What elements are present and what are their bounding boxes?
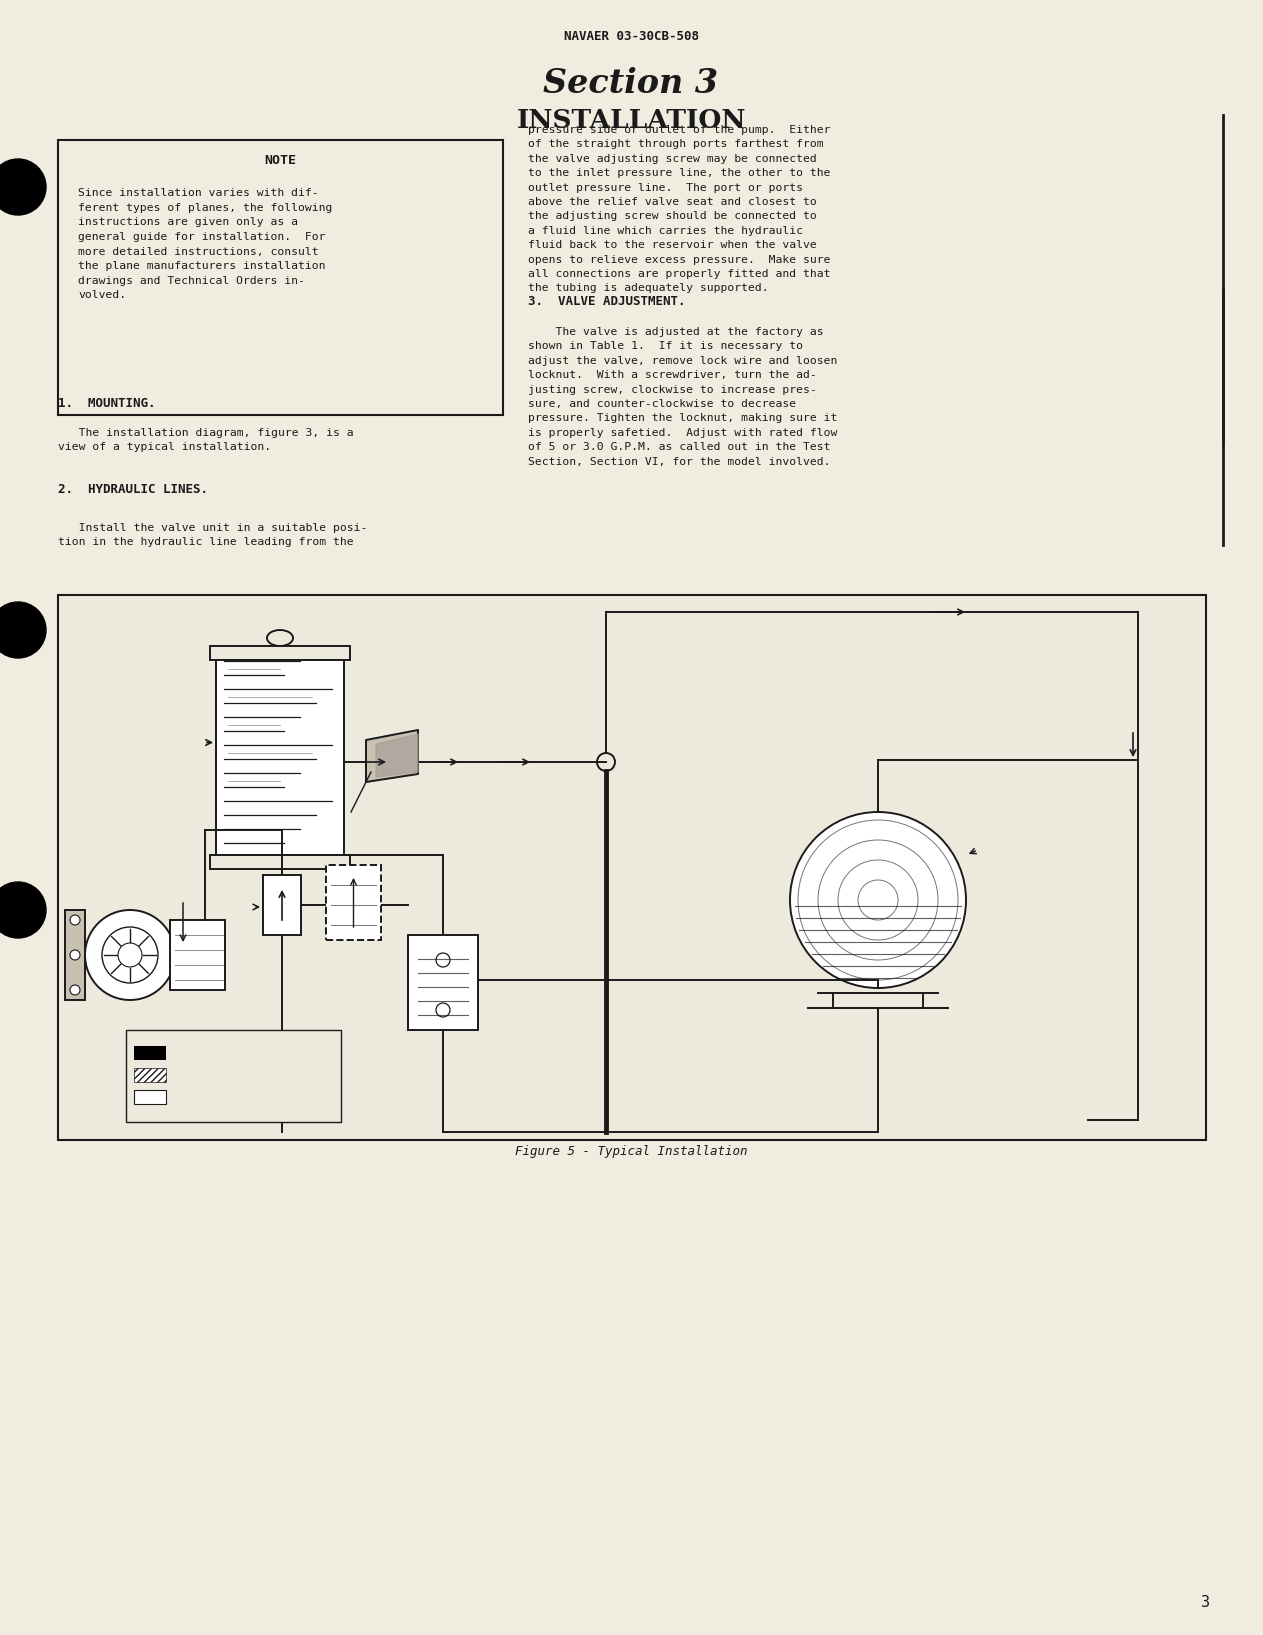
Text: ACCUMULATOR: ACCUMULATOR (981, 839, 1060, 852)
Text: Section 3: Section 3 (543, 67, 719, 100)
Bar (58, 141, 503, 415)
Circle shape (0, 881, 45, 938)
Text: High Pressure: High Pressure (172, 1046, 260, 1056)
Text: Pump Suction: Pump Suction (172, 1069, 253, 1079)
Ellipse shape (789, 813, 966, 988)
Bar (210, 855, 350, 868)
Bar (134, 1068, 165, 1082)
Text: UNLOADING
VALVE: UNLOADING VALVE (322, 821, 385, 850)
Text: INSTALLATION: INSTALLATION (517, 108, 745, 132)
Text: Return Line: Return Line (172, 1091, 246, 1100)
Text: RESERVOIR: RESERVOIR (116, 736, 181, 749)
Bar (326, 865, 381, 940)
Circle shape (0, 159, 45, 214)
Text: NAVAER 03-30CB-508: NAVAER 03-30CB-508 (563, 29, 698, 43)
Text: Figure 5 - Typical Installation: Figure 5 - Typical Installation (515, 1144, 748, 1158)
Circle shape (0, 602, 45, 657)
Text: TO ACTUATING UNITS: TO ACTUATING UNITS (717, 718, 863, 731)
Text: 3.  VALVE ADJUSTMENT.: 3. VALVE ADJUSTMENT. (528, 294, 686, 307)
Text: CHECK
VALVE: CHECK VALVE (168, 896, 203, 924)
Bar (134, 1046, 165, 1059)
Polygon shape (376, 734, 418, 777)
Text: The valve is adjusted at the factory as
shown in Table 1.  If it is necessary to: The valve is adjusted at the factory as … (528, 327, 837, 466)
Bar (64, 911, 85, 1001)
Text: NOTE: NOTE (264, 154, 297, 167)
Bar (263, 875, 301, 935)
Text: 1.  MOUNTING.: 1. MOUNTING. (58, 397, 155, 410)
Bar (58, 595, 1206, 1140)
Text: Install the valve unit in a suitable posi-
tion in the hydraulic line leading fr: Install the valve unit in a suitable pos… (58, 523, 368, 548)
Polygon shape (366, 729, 418, 782)
Text: PRESSURE
RELIEF VALVE: PRESSURE RELIEF VALVE (400, 1038, 486, 1068)
Bar (216, 661, 344, 855)
Text: FILTER: FILTER (341, 814, 384, 827)
Text: The installation diagram, figure 3, is a
view of a typical installation.: The installation diagram, figure 3, is a… (58, 428, 354, 453)
Text: FROM  ACTUATING UNITS: FROM ACTUATING UNITS (717, 675, 887, 688)
Text: Since installation varies with dif-
ferent types of planes, the following
instru: Since installation varies with dif- fere… (78, 188, 332, 301)
Circle shape (69, 916, 80, 925)
Circle shape (85, 911, 176, 1001)
Text: HYDRAULIC
PUMP: HYDRAULIC PUMP (184, 894, 249, 924)
Bar (408, 935, 477, 1030)
Bar (210, 646, 350, 661)
Text: 2.  HYDRAULIC LINES.: 2. HYDRAULIC LINES. (58, 482, 208, 495)
Text: pressure side or outlet of the pump.  Either
of the straight through ports farth: pressure side or outlet of the pump. Eit… (528, 124, 831, 293)
Circle shape (69, 984, 80, 996)
Circle shape (69, 950, 80, 960)
Text: 3: 3 (1201, 1596, 1210, 1610)
Bar (126, 1030, 341, 1122)
Bar (171, 921, 225, 991)
Bar (134, 1091, 165, 1104)
